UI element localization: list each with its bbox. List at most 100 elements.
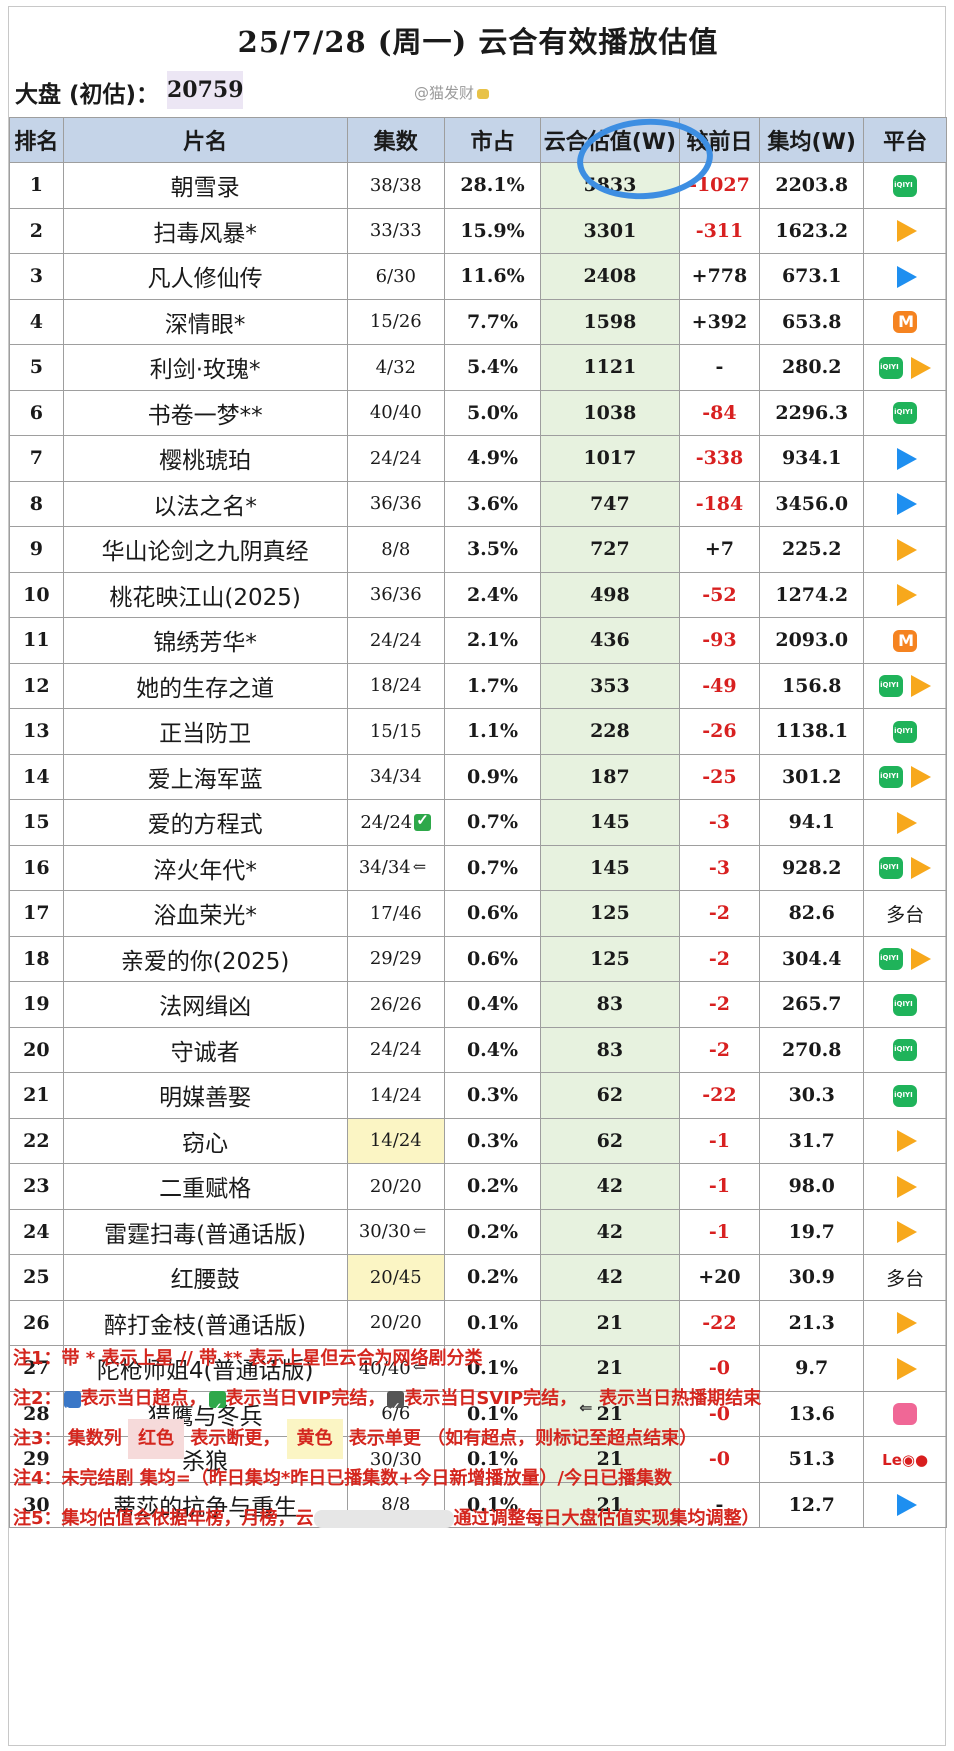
- platform-cell: [863, 1163, 947, 1210]
- episodes-cell: 34/34: [346, 753, 445, 800]
- table-row: 10 桃花映江山(2025) 36/36 2.4% 498 -52 1274.2: [9, 571, 947, 618]
- title-cell: 爱的方程式: [62, 799, 348, 846]
- avg-cell: 156.8: [759, 662, 865, 709]
- header-episodes: 集数: [346, 117, 445, 163]
- share-cell: 15.9%: [443, 207, 542, 254]
- table-row: 14 爱上海军蓝 34/34 0.9% 187 -25 301.2: [9, 753, 947, 800]
- yunhe-cell: 187: [540, 753, 680, 800]
- title-cell: 窃心: [62, 1117, 348, 1164]
- avg-cell: 51.3: [759, 1436, 865, 1483]
- rank-cell: 6: [9, 389, 64, 436]
- rank-cell: 14: [9, 753, 64, 800]
- avg-cell: 31.7: [759, 1117, 865, 1164]
- tencent-video-icon: [897, 1312, 918, 1334]
- yunhe-cell: 62: [540, 1117, 680, 1164]
- avg-cell: 2296.3: [759, 389, 865, 436]
- title-cell: 她的生存之道: [62, 662, 348, 709]
- broadcast-end-icon: [413, 1357, 433, 1377]
- share-cell: 1.1%: [443, 708, 542, 755]
- episodes-cell: 15/15: [346, 708, 445, 755]
- youku-icon: [897, 447, 918, 470]
- tencent-video-icon: [897, 811, 918, 834]
- yunhe-cell: 3301: [540, 207, 680, 254]
- prev-day-cell: -49: [678, 662, 761, 709]
- table-row: 6 书卷一梦** 40/40 5.0% 1038 -84 2296.3: [9, 389, 947, 436]
- title-cell: 以法之名*: [62, 480, 348, 527]
- platform-cell: [863, 571, 947, 618]
- platform-cell: [863, 1026, 947, 1073]
- title-cell: 华山论剑之九阴真经: [62, 526, 348, 573]
- share-cell: 0.1%: [443, 1345, 542, 1392]
- tencent-video-icon: [897, 538, 918, 561]
- tencent-video-icon: [897, 1175, 918, 1198]
- episodes-value: 38/38: [369, 174, 422, 196]
- super-point-icon: [63, 1390, 81, 1431]
- avg-cell: 225.2: [759, 526, 865, 573]
- table-row: 12 她的生存之道 18/24 1.7% 353 -49 156.8: [9, 662, 947, 709]
- platform-cell: [863, 162, 947, 209]
- iqiyi-icon: [893, 402, 918, 424]
- title-cell: 浴血荣光*: [62, 890, 348, 937]
- yunhe-cell: 42: [540, 1254, 680, 1301]
- share-cell: 0.3%: [443, 1117, 542, 1164]
- header-avg: 集均(W): [759, 117, 865, 163]
- episodes-value: 20/45: [369, 1266, 422, 1288]
- prev-day-cell: -26: [678, 708, 761, 755]
- episodes-value: 30/30: [369, 1448, 422, 1470]
- episodes-value: 8/8: [381, 538, 411, 560]
- table-row: 28猎鹰与冬兵6/60.1%21-013.6: [9, 1390, 947, 1437]
- share-cell: 0.1%: [443, 1436, 542, 1483]
- platform-cell: [863, 753, 947, 800]
- title-cell: 醉打金枝(普通话版): [62, 1299, 348, 1346]
- yunhe-cell: 62: [540, 1072, 680, 1119]
- prev-day-cell: -: [678, 344, 761, 391]
- table-row: 8 以法之名* 36/36 3.6% 747 -184 3456.0: [9, 480, 947, 527]
- tencent-video-icon: [897, 1357, 918, 1380]
- share-cell: 0.6%: [443, 935, 542, 982]
- rank-cell: 1: [9, 162, 64, 209]
- rank-cell: 17: [9, 890, 64, 937]
- episodes-cell: 24/24: [346, 435, 445, 482]
- yunhe-cell: 83: [540, 981, 680, 1028]
- yunhe-cell: 145: [540, 799, 680, 846]
- table-row: 5 利剑·玫瑰* 4/32 5.4% 1121-280.2: [9, 344, 947, 391]
- platform-cell: [863, 435, 947, 482]
- episodes-cell: 8/8: [346, 526, 445, 573]
- yunhe-cell: 228: [540, 708, 680, 755]
- avg-cell: 82.6: [759, 890, 865, 937]
- prev-day-cell: -: [678, 1481, 761, 1528]
- episodes-value: 33/33: [369, 220, 422, 242]
- episodes-cell: 24/24: [346, 617, 445, 664]
- share-cell: 0.2%: [443, 1208, 542, 1255]
- tencent-video-icon: [911, 857, 932, 879]
- cat-emoji-icon: [477, 88, 490, 99]
- prev-day-cell: +7: [678, 526, 761, 573]
- share-cell: 2.1%: [443, 617, 542, 664]
- episodes-value: 20/20: [369, 1175, 422, 1197]
- platform-cell: [863, 344, 947, 391]
- title-cell: 桃花映江山(2025): [62, 571, 348, 618]
- iqiyi-icon: [879, 356, 904, 379]
- rank-cell: 28: [9, 1390, 64, 1437]
- share-cell: 0.3%: [443, 1072, 542, 1119]
- yunhe-cell: 145: [540, 844, 680, 891]
- share-cell: 5.0%: [443, 389, 542, 436]
- share-cell: 2.4%: [443, 571, 542, 618]
- table-row: 1 朝雪录 38/38 28.1% 5833 -1027 2203.8: [9, 162, 947, 209]
- episodes-value: 15/26: [369, 311, 422, 333]
- yunhe-cell: 1598: [540, 298, 680, 345]
- platform-cell: [863, 662, 947, 709]
- rank-cell: 12: [9, 662, 64, 709]
- avg-cell: 653.8: [759, 298, 865, 345]
- yunhe-cell: 436: [540, 617, 680, 664]
- platform-cell: [863, 1390, 947, 1437]
- episodes-cell: 20/20: [346, 1299, 445, 1346]
- table-row: 9 华山论剑之九阴真经 8/8 3.5% 727 +7 225.2: [9, 526, 947, 573]
- share-cell: 1.7%: [443, 662, 542, 709]
- rank-cell: 29: [9, 1436, 64, 1483]
- table-row: 19 法网缉凶 26/26 0.4% 83 -2 265.7: [9, 981, 947, 1028]
- rank-cell: 10: [9, 571, 64, 618]
- rank-cell: 26: [9, 1299, 64, 1346]
- vip-finished-icon: [414, 811, 432, 832]
